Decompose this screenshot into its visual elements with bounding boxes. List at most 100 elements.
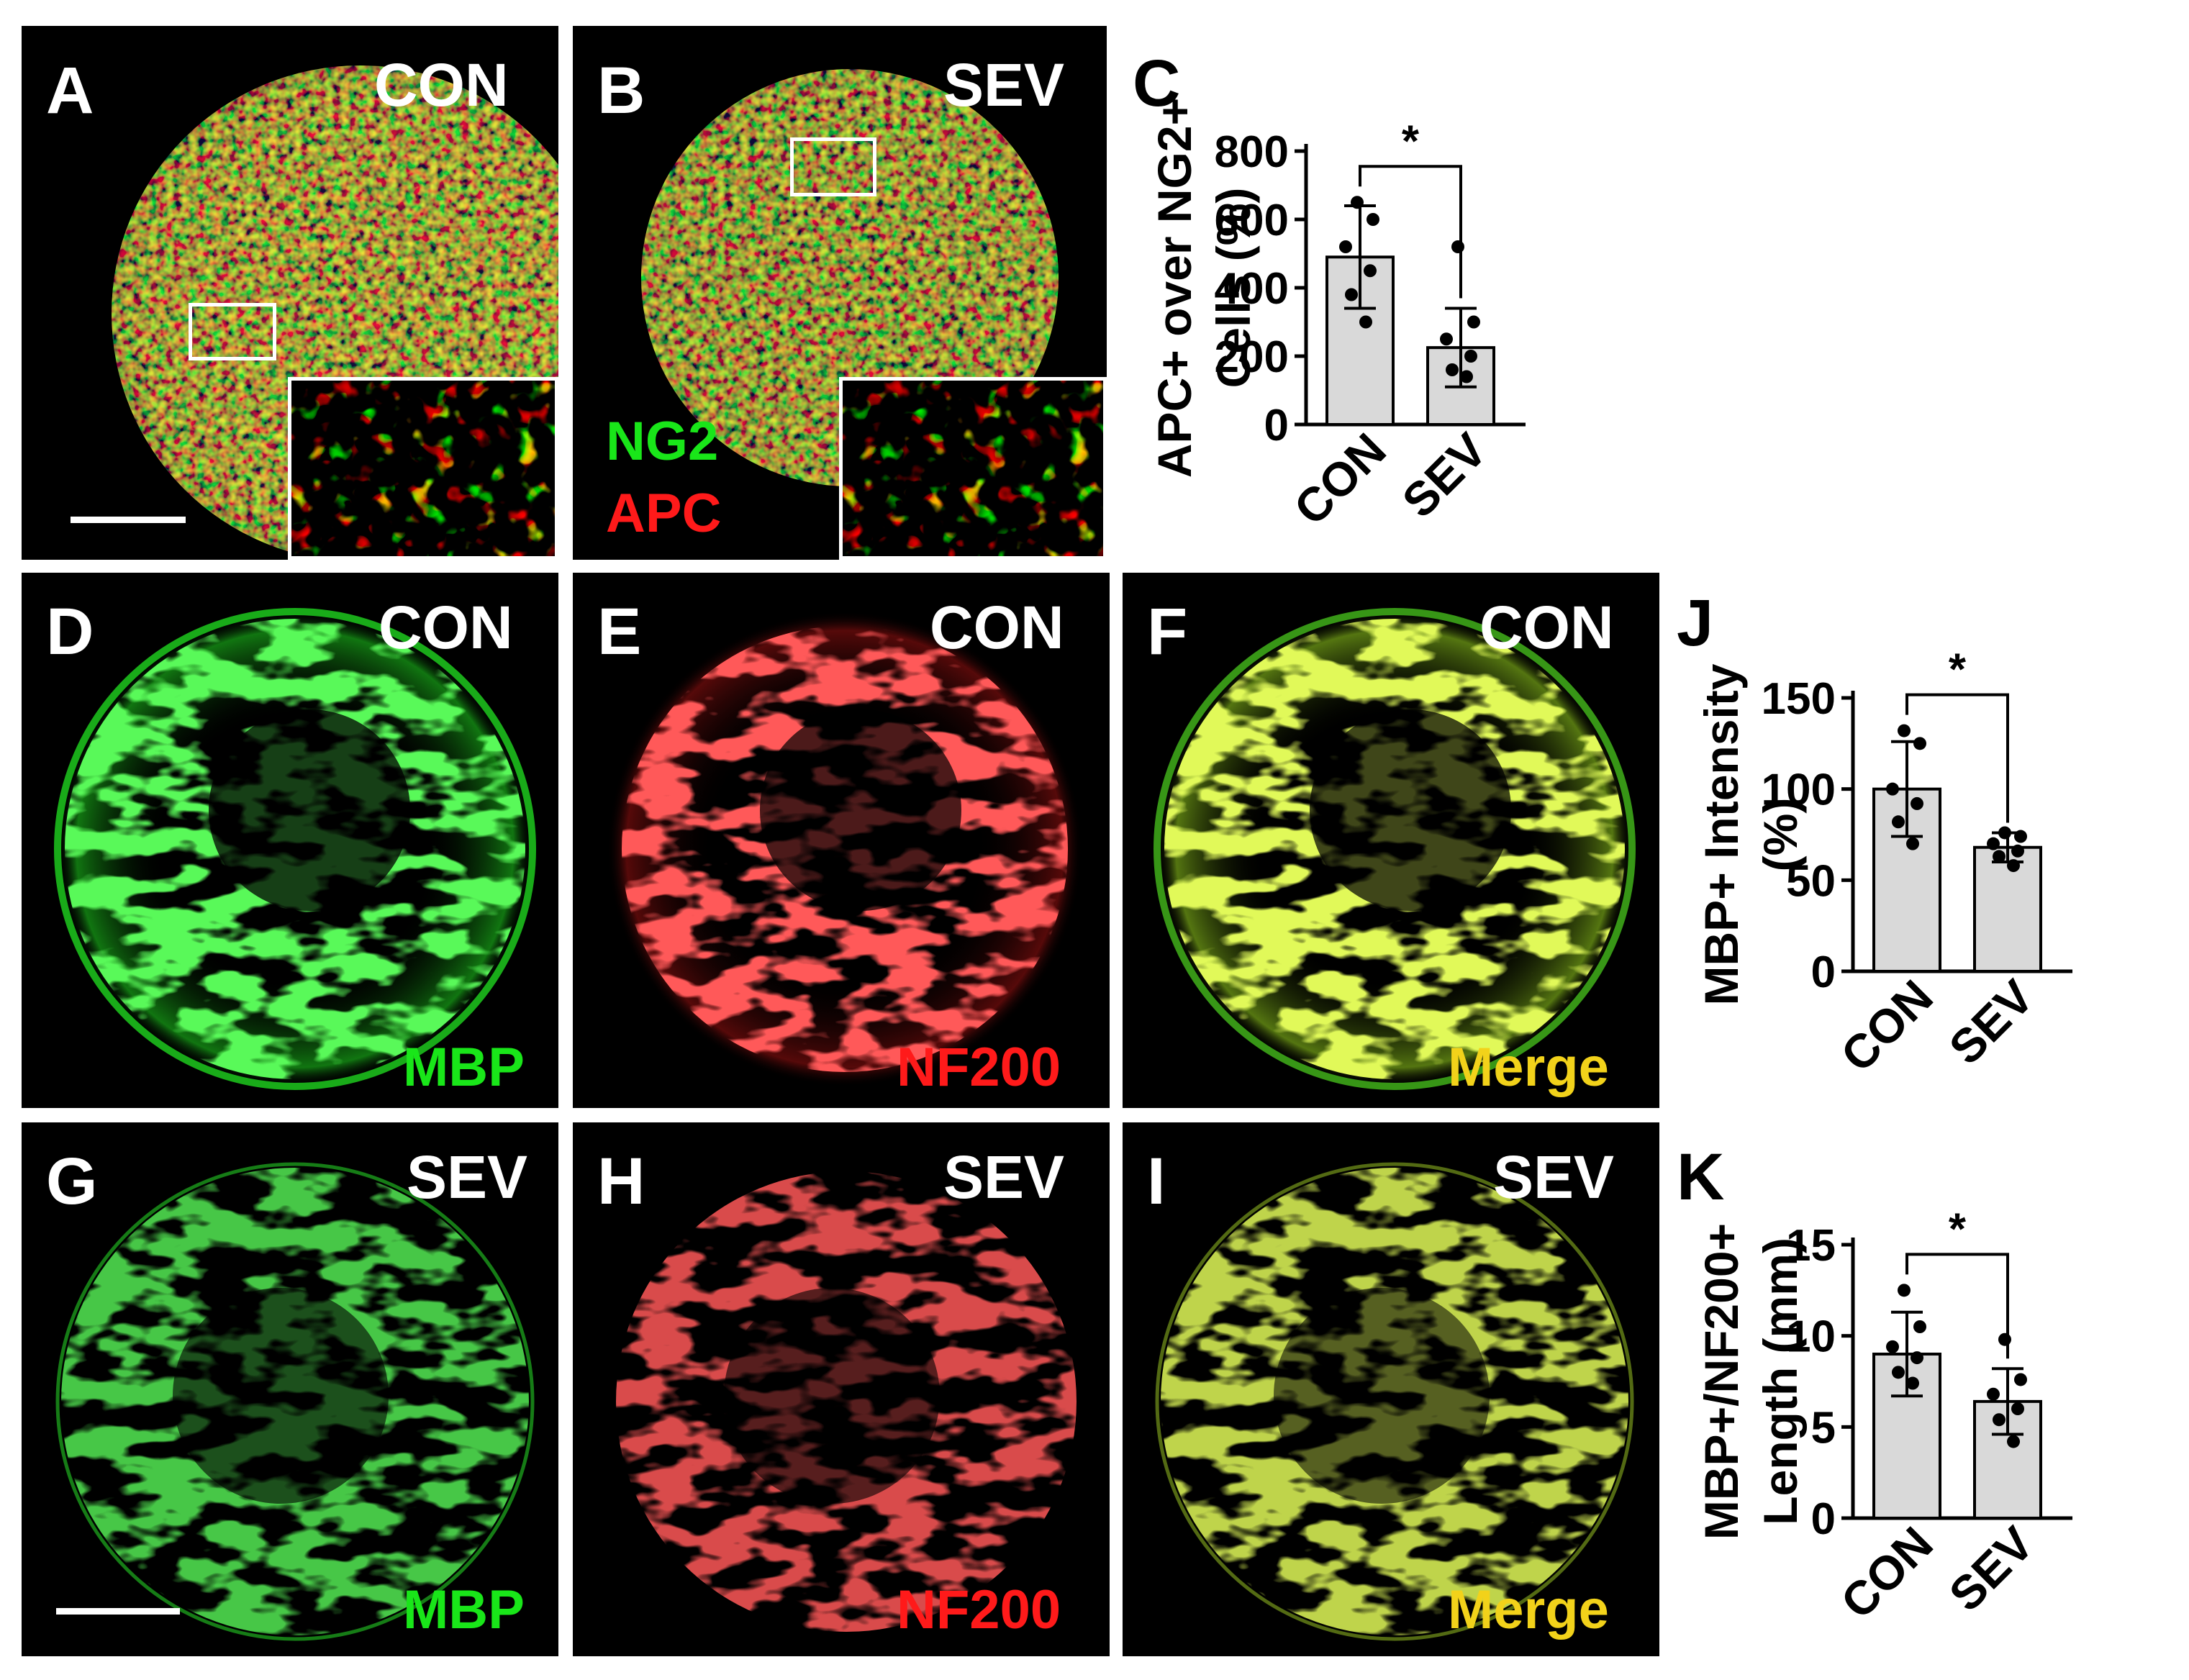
scale-bar-a: [71, 517, 186, 523]
condition-label: CON: [379, 594, 513, 661]
y-axis-label-line1: MBP+/NF200+: [1695, 1223, 1748, 1540]
y-tick-label: 10: [1786, 1312, 1836, 1362]
data-point: [2011, 1402, 2024, 1415]
data-point: [1440, 332, 1453, 346]
data-point: [1898, 1284, 1911, 1297]
x-tick-label: CON: [1831, 1517, 1943, 1629]
panel-label: A: [46, 54, 94, 127]
y-axis-label: MBP+ Intensity (%): [1695, 663, 1807, 1005]
data-point: [1898, 724, 1911, 737]
organoid-image-i: [1123, 1122, 1659, 1656]
stain-label-ng2: NG2: [606, 411, 719, 472]
data-point: [1364, 264, 1377, 278]
y-tick-label: 200: [1215, 332, 1289, 382]
panel-d-micrograph: D CON MBP: [22, 573, 558, 1108]
x-tick-label: CON: [1284, 423, 1396, 535]
y-tick-label: 0: [1264, 401, 1289, 450]
organoid-image-e: [573, 573, 1110, 1108]
chart-label-k: K: [1677, 1140, 1725, 1214]
significance-bracket: [1905, 693, 2009, 823]
panel-label: I: [1147, 1145, 1166, 1218]
y-tick-label: 800: [1215, 127, 1289, 177]
data-point: [1993, 850, 2006, 863]
panel-a-micrograph: A CON: [22, 26, 558, 560]
data-point: [1886, 1340, 1899, 1353]
data-point: [1467, 315, 1480, 329]
significance-star: *: [1949, 645, 1967, 695]
inset-a: [288, 377, 558, 560]
data-point: [1886, 782, 1899, 796]
y-tick-label: 15: [1786, 1221, 1836, 1271]
data-point: [1998, 826, 2011, 840]
data-point: [1464, 350, 1477, 363]
condition-label: SEV: [943, 1143, 1065, 1211]
data-point: [1998, 1332, 2011, 1346]
chart-label-j: J: [1677, 586, 1714, 660]
data-point: [1987, 1387, 2000, 1401]
x-tick-label: SEV: [1939, 1517, 2044, 1622]
stain-label: MBP: [403, 1579, 525, 1640]
data-point: [1351, 196, 1364, 209]
stain-label-apc: APC: [606, 483, 722, 544]
significance-bracket: [1359, 165, 1462, 299]
data-point: [2007, 859, 2020, 873]
x-tick-label: SEV: [1939, 970, 2044, 1075]
data-point: [1993, 1413, 2006, 1427]
data-point: [1451, 240, 1464, 253]
roi-box-a: [189, 303, 276, 360]
data-point: [1359, 315, 1372, 329]
data-point: [1892, 815, 1905, 829]
bar: [1872, 1353, 1941, 1520]
panel-g-micrograph: G SEV MBP: [22, 1122, 558, 1656]
bar-chart-c: APC+ over NG2+ Cells (%)0 200 400 600 800 CONS…: [1148, 98, 1526, 535]
condition-label: SEV: [407, 1143, 528, 1211]
y-tick-label: 5: [1811, 1403, 1836, 1453]
data-point: [1345, 288, 1358, 301]
y-axis-label: APC+ over NG2+ Cells (%): [1148, 98, 1260, 478]
data-point: [1892, 1366, 1905, 1379]
data-point: [1460, 370, 1473, 383]
y-tick-label: 0: [1811, 948, 1836, 997]
panel-label: H: [597, 1145, 645, 1218]
data-point: [2007, 1435, 2020, 1448]
condition-label: SEV: [1493, 1143, 1615, 1211]
panel-label: F: [1147, 595, 1188, 668]
significance-star: *: [1402, 117, 1420, 166]
condition-label: CON: [374, 51, 509, 119]
inset-b: [839, 377, 1107, 560]
panel-h-micrograph: H SEV NF200: [573, 1122, 1110, 1656]
organoid-image-f: [1123, 573, 1659, 1108]
y-axis-label-line2: Cells (%): [1207, 188, 1260, 389]
condition-label: SEV: [943, 51, 1065, 119]
data-point: [1906, 837, 1919, 850]
data-point: [1987, 837, 2000, 850]
data-point: [1913, 737, 1926, 750]
panel-b-micrograph: B SEV NG2 APC: [573, 26, 1107, 560]
scale-bar-g: [56, 1608, 180, 1615]
panel-label: E: [597, 595, 642, 668]
y-tick-label: 150: [1762, 674, 1836, 724]
data-point: [1446, 363, 1459, 376]
data-point: [2014, 1373, 2027, 1386]
organoid-image-g: [22, 1122, 558, 1656]
data-point: [1911, 796, 1923, 810]
y-axis-label-line1: APC+ over NG2+: [1148, 98, 1201, 478]
chart-label-c: C: [1133, 47, 1181, 120]
significance-star: *: [1949, 1204, 1967, 1254]
y-axis-label-line1: MBP+ Intensity: [1695, 663, 1748, 1005]
organoid-image-d: [22, 573, 558, 1108]
data-point: [1339, 240, 1352, 253]
condition-label: CON: [930, 594, 1064, 661]
stain-label: MBP: [403, 1037, 525, 1098]
panel-e-micrograph: E CON NF200: [573, 573, 1110, 1108]
panel-label: G: [46, 1145, 98, 1218]
y-axis-label-line2: (%): [1754, 798, 1807, 872]
panel-i-micrograph: I SEV Merge: [1123, 1122, 1659, 1656]
x-tick-label: CON: [1831, 970, 1943, 1082]
y-tick-label: 100: [1762, 766, 1836, 815]
significance-bracket: [1905, 1253, 2009, 1359]
stain-label: NF200: [897, 1037, 1061, 1098]
y-axis-label-line2: Length (mm): [1754, 1238, 1807, 1525]
